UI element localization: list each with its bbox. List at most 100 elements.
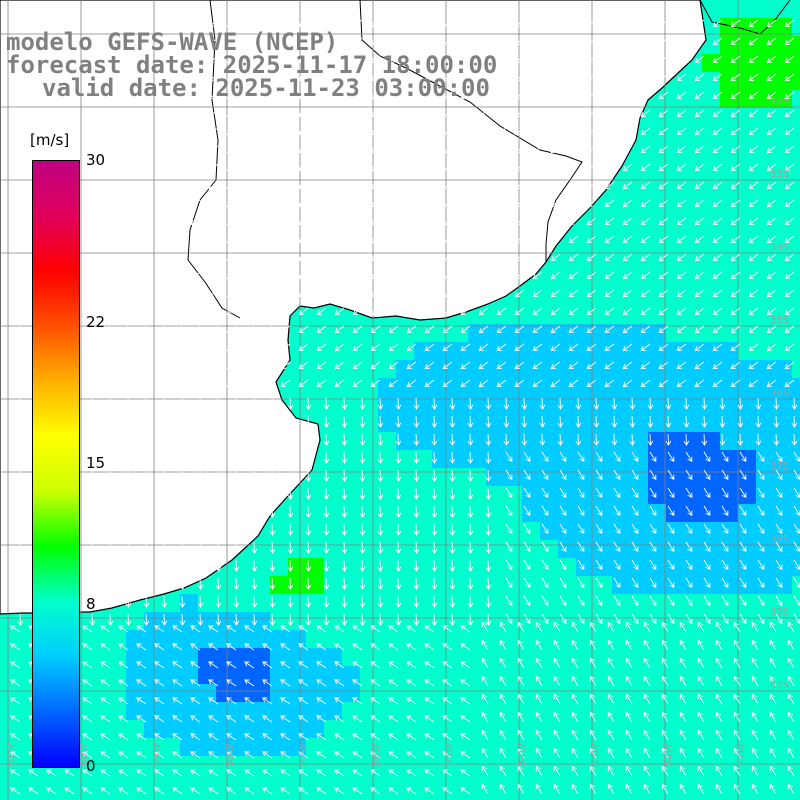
wind-arrow: [316, 145, 327, 154]
wind-arrow: [712, 163, 723, 172]
speed-cell: [504, 324, 523, 343]
speed-cell: [648, 702, 667, 721]
wind-arrow: [478, 289, 489, 298]
wind-arrow: [305, 505, 312, 518]
wind-arrow: [676, 235, 687, 244]
speed-cell: [108, 774, 127, 793]
wind-arrow: [514, 325, 525, 334]
wind-arrow: [460, 109, 471, 118]
wind-arrow: [143, 433, 150, 446]
wind-arrow: [550, 73, 561, 82]
speed-cell: [306, 396, 325, 415]
speed-cell: [342, 666, 361, 685]
wind-arrow: [658, 253, 669, 262]
speed-cell: [378, 792, 397, 800]
speed-cell: [666, 108, 685, 127]
wind-vectors: [10, 19, 800, 795]
wind-arrow: [775, 451, 783, 463]
wind-arrow: [467, 469, 474, 482]
speed-cell: [612, 792, 631, 800]
speed-cell: [432, 486, 451, 505]
wind-arrow: [694, 343, 705, 352]
speed-cell: [108, 792, 127, 800]
wind-arrow: [622, 325, 633, 334]
wind-arrow: [46, 73, 57, 82]
wind-arrow: [64, 19, 75, 28]
speed-cell: [306, 558, 325, 577]
wind-arrow: [172, 289, 183, 298]
speed-cell: [666, 288, 685, 307]
wind-arrow: [503, 415, 510, 428]
speed-cell: [108, 666, 127, 685]
speed-cell: [234, 684, 253, 703]
wind-arrow: [595, 469, 603, 481]
wind-arrow: [784, 235, 795, 244]
wind-arrow: [431, 469, 438, 482]
wind-arrow: [496, 199, 507, 208]
wind-arrow: [424, 199, 435, 208]
speed-cell: [756, 306, 775, 325]
wind-arrow: [784, 361, 795, 370]
speed-cell: [684, 306, 703, 325]
speed-cell: [666, 486, 685, 505]
speed-cell: [486, 594, 505, 613]
wind-arrow: [532, 307, 543, 316]
wind-arrow: [136, 181, 147, 190]
wind-arrow: [676, 91, 687, 100]
wind-arrow: [622, 307, 633, 316]
speed-cell: [288, 576, 307, 595]
speed-cell: [72, 774, 91, 793]
wind-arrow: [82, 379, 93, 388]
wind-arrow: [424, 361, 435, 370]
speed-cell: [270, 666, 289, 685]
speed-cell: [666, 450, 685, 469]
speed-cell: [486, 414, 505, 433]
wind-arrow: [269, 451, 276, 464]
wind-arrow: [244, 55, 255, 64]
wind-arrow: [280, 253, 291, 262]
speed-cell: [306, 540, 325, 559]
wind-arrow: [172, 163, 183, 172]
wind-arrow: [197, 433, 204, 446]
speed-cell: [648, 720, 667, 739]
wind-arrow: [334, 379, 345, 388]
wind-arrow: [118, 37, 129, 46]
speed-cell: [414, 468, 433, 487]
speed-cell: [378, 648, 397, 667]
speed-cell: [90, 792, 109, 800]
speed-cell: [792, 36, 800, 55]
speed-cell: [252, 720, 271, 739]
speed-cell: [162, 612, 181, 631]
wind-arrow: [431, 415, 438, 428]
wind-arrow: [514, 163, 525, 172]
wind-arrow: [622, 127, 633, 136]
speed-cell: [756, 342, 775, 361]
speed-cell: [288, 720, 307, 739]
wind-arrow: [640, 361, 651, 370]
speed-cell: [756, 648, 775, 667]
wind-arrow: [388, 163, 399, 172]
speed-cell: [324, 324, 343, 343]
wind-arrow: [406, 235, 417, 244]
speed-cell: [486, 522, 505, 541]
wind-arrow: [539, 433, 546, 446]
wind-arrow: [352, 253, 363, 262]
wind-arrow: [514, 379, 525, 388]
wind-arrow: [550, 181, 561, 190]
speed-cell: [792, 360, 800, 379]
speed-cell: [666, 306, 685, 325]
wind-arrow: [406, 325, 417, 334]
speed-cell: [702, 756, 721, 775]
speed-cell: [252, 666, 271, 685]
speed-cell: [360, 774, 379, 793]
wind-arrow: [118, 199, 129, 208]
speed-cell: [666, 792, 685, 800]
wind-arrow: [604, 199, 615, 208]
speed-cell: [774, 774, 793, 793]
speed-cell: [774, 522, 793, 541]
wind-arrow: [100, 235, 111, 244]
speed-cell: [144, 684, 163, 703]
speed-cell: [702, 450, 721, 469]
speed-cell: [720, 450, 739, 469]
wind-arrow: [215, 397, 222, 410]
